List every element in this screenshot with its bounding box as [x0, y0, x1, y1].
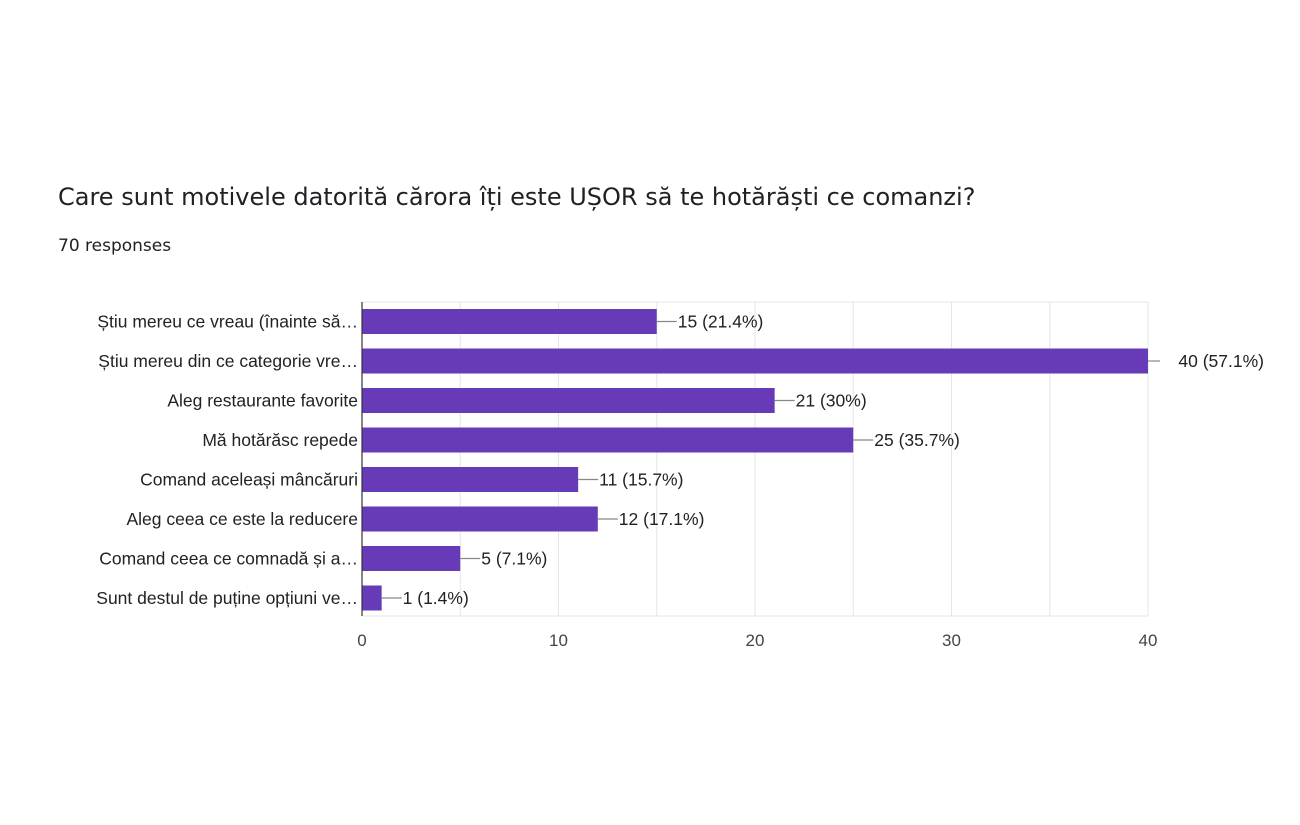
x-tick-label: 30	[942, 631, 961, 650]
data-label: 11 (15.7%)	[599, 470, 683, 490]
bar	[362, 309, 657, 334]
category-label: Aleg restaurante favorite	[167, 391, 358, 411]
data-label: 21 (30%)	[796, 391, 867, 411]
x-tick-label: 20	[746, 631, 765, 650]
bar	[362, 546, 461, 571]
bar	[362, 348, 1148, 374]
category-label: Aleg ceea ce este la reducere	[126, 509, 358, 529]
category-label: Comand ceea ce comnadă și a…	[99, 549, 358, 569]
data-label: 1 (1.4%)	[403, 588, 469, 608]
category-label: Mă hotărăsc repede	[202, 430, 358, 450]
bar	[362, 427, 854, 453]
category-label: Comand aceleași mâncăruri	[140, 470, 358, 490]
data-label: 12 (17.1%)	[619, 509, 705, 529]
category-label: Sunt destul de puține opțiuni ve…	[96, 588, 358, 608]
category-label: Știu mereu din ce categorie vre…	[98, 351, 358, 371]
bar	[362, 585, 382, 611]
bar	[362, 467, 579, 492]
x-tick-label: 10	[549, 631, 568, 650]
question-title: Care sunt motivele datorită cărora îți e…	[58, 183, 976, 211]
data-label: 40 (57.1%)	[1178, 351, 1264, 371]
x-tick-label: 40	[1139, 631, 1158, 650]
data-label: 25 (35.7%)	[874, 430, 960, 450]
bar	[362, 388, 775, 413]
category-label: Știu mereu ce vreau (înainte să…	[97, 312, 358, 332]
response-count: 70 responses	[58, 236, 172, 256]
data-label: 5 (7.1%)	[481, 549, 547, 569]
data-label: 15 (21.4%)	[678, 312, 764, 332]
x-tick-label: 0	[357, 631, 366, 650]
bar	[362, 506, 598, 532]
